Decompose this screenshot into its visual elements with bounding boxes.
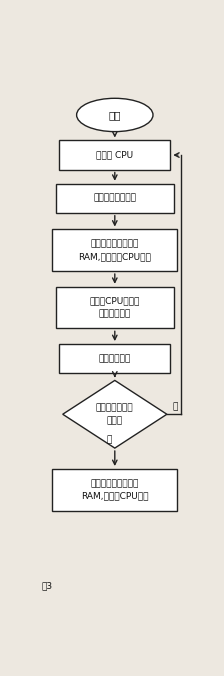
Text: 开始: 开始 xyxy=(109,110,121,120)
Text: 否: 否 xyxy=(172,402,177,411)
Text: 图3: 图3 xyxy=(42,581,53,591)
Bar xyxy=(52,229,177,271)
Text: 将采集数据写入双口
RAM,通知主CPU读取: 将采集数据写入双口 RAM,通知主CPU读取 xyxy=(81,479,149,500)
Text: 将设备状态写入双口
RAM,并通知主CPU读取: 将设备状态写入双口 RAM,并通知主CPU读取 xyxy=(78,239,151,261)
Bar xyxy=(56,287,174,329)
Text: 数据采集处理: 数据采集处理 xyxy=(99,354,131,363)
Bar xyxy=(59,141,170,170)
Bar xyxy=(59,344,170,373)
Bar xyxy=(56,184,174,213)
Text: 检查连接设备状态: 检查连接设备状态 xyxy=(93,194,136,203)
Bar xyxy=(52,469,177,510)
Text: 初始化 CPU: 初始化 CPU xyxy=(96,151,133,160)
Text: 数据采集处理是
否完成: 数据采集处理是 否完成 xyxy=(96,404,134,425)
Text: 读取主CPU发送的
通道选择指令: 读取主CPU发送的 通道选择指令 xyxy=(90,297,140,318)
Ellipse shape xyxy=(77,98,153,132)
Polygon shape xyxy=(63,381,167,448)
Text: 是: 是 xyxy=(107,436,112,445)
